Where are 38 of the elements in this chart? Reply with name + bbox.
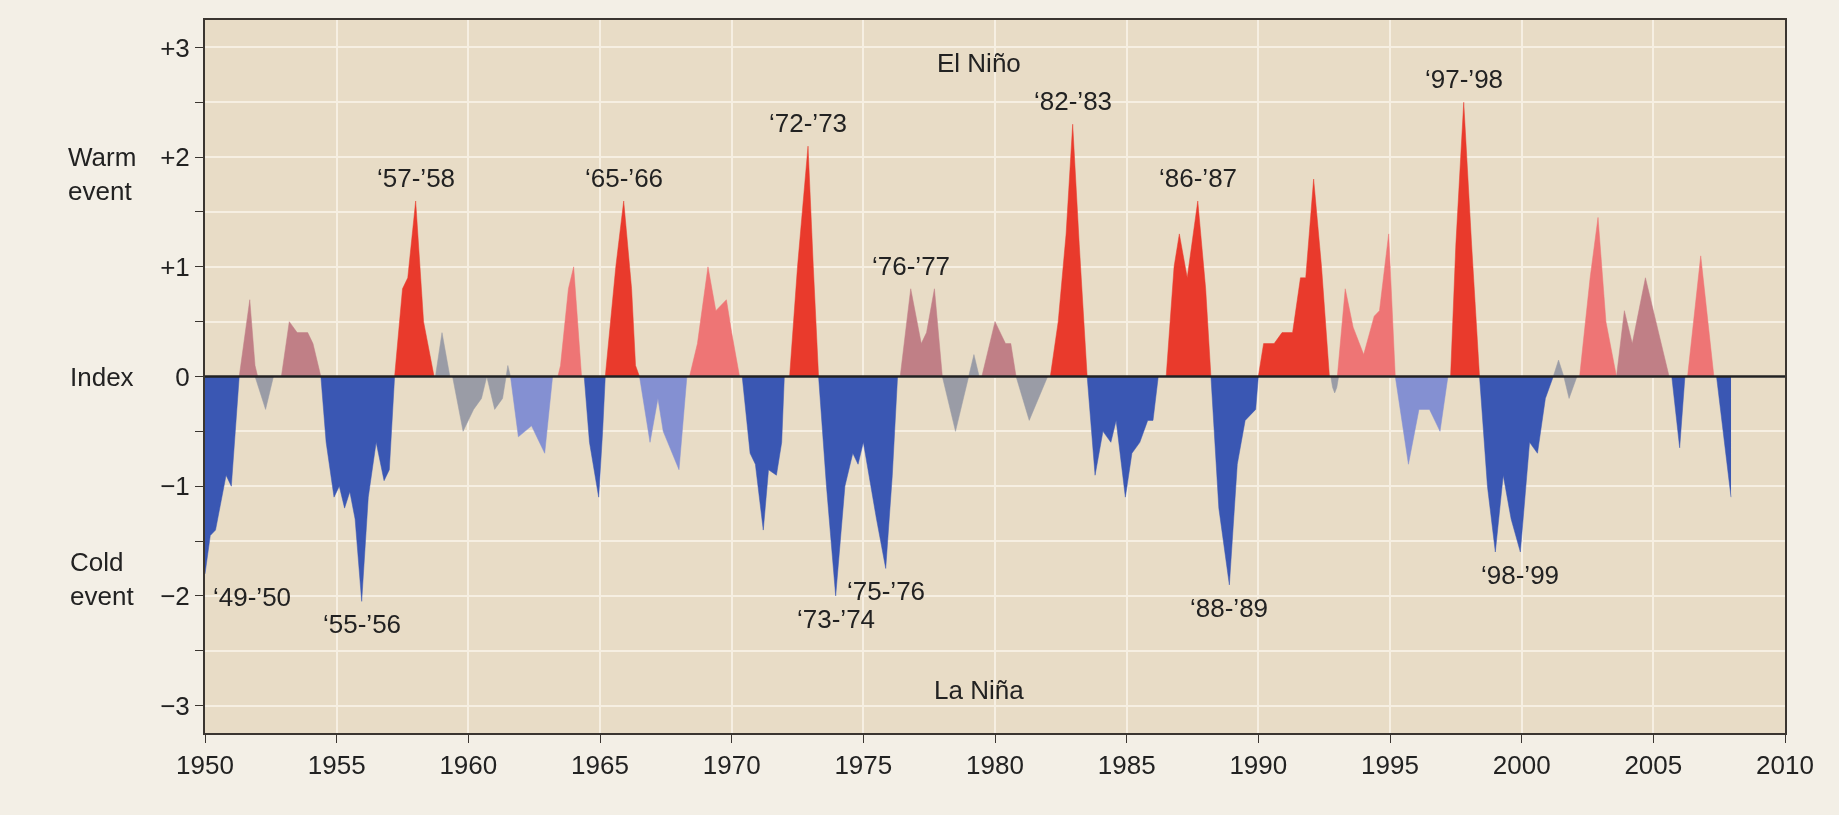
x-tick-label: 1975 [834,750,893,781]
x-tick-label: 1980 [966,750,1024,781]
annotation: ‘49-’50 [213,582,292,612]
x-tick-label: 1985 [1097,750,1156,781]
x-tick-label: 1955 [307,750,366,781]
x-tick-label: 1995 [1361,750,1419,781]
y-tick-label: −3 [160,690,190,721]
y-tick-label: −2 [160,580,190,611]
y-tick-label: +3 [160,32,190,63]
x-tick-label: 2010 [1756,750,1814,781]
text: Warm event [68,142,137,206]
annotation: El Niño [937,48,1021,78]
x-tick-label: 1950 [176,750,234,781]
annotation: ‘72-’73 [769,108,848,138]
x-tick-label: 1970 [702,750,761,781]
text: Cold event [70,547,135,611]
annotation: ‘82-’83 [1034,86,1113,116]
y-tick-label: 0 [175,361,190,392]
annotation: ‘65-’66 [585,163,664,193]
annotation: ‘98-’99 [1481,560,1560,590]
annotation: ‘57-’58 [377,163,456,193]
x-tick-label: 1960 [439,750,498,781]
annotation: ‘97-’98 [1425,64,1504,94]
y-tick-label: +1 [160,251,190,282]
annotation: ‘75-’76 [847,576,926,606]
y-tick-label: −1 [160,471,190,502]
annotation: ‘73-’74 [797,604,876,634]
annotation: La Niña [934,675,1025,705]
annotation: ‘76-’77 [872,251,951,281]
annotation: ‘55-’56 [323,609,402,639]
y-axis-title: Index [70,362,134,392]
x-tick-label: 1965 [571,750,629,781]
annotation: ‘86-’87 [1159,163,1238,193]
x-tick-label: 2000 [1492,750,1551,781]
x-tick-label: 2005 [1624,750,1683,781]
y-tick-label: +2 [160,142,190,173]
x-tick-label: 1990 [1229,750,1288,781]
annotation: ‘88-’89 [1190,593,1269,623]
